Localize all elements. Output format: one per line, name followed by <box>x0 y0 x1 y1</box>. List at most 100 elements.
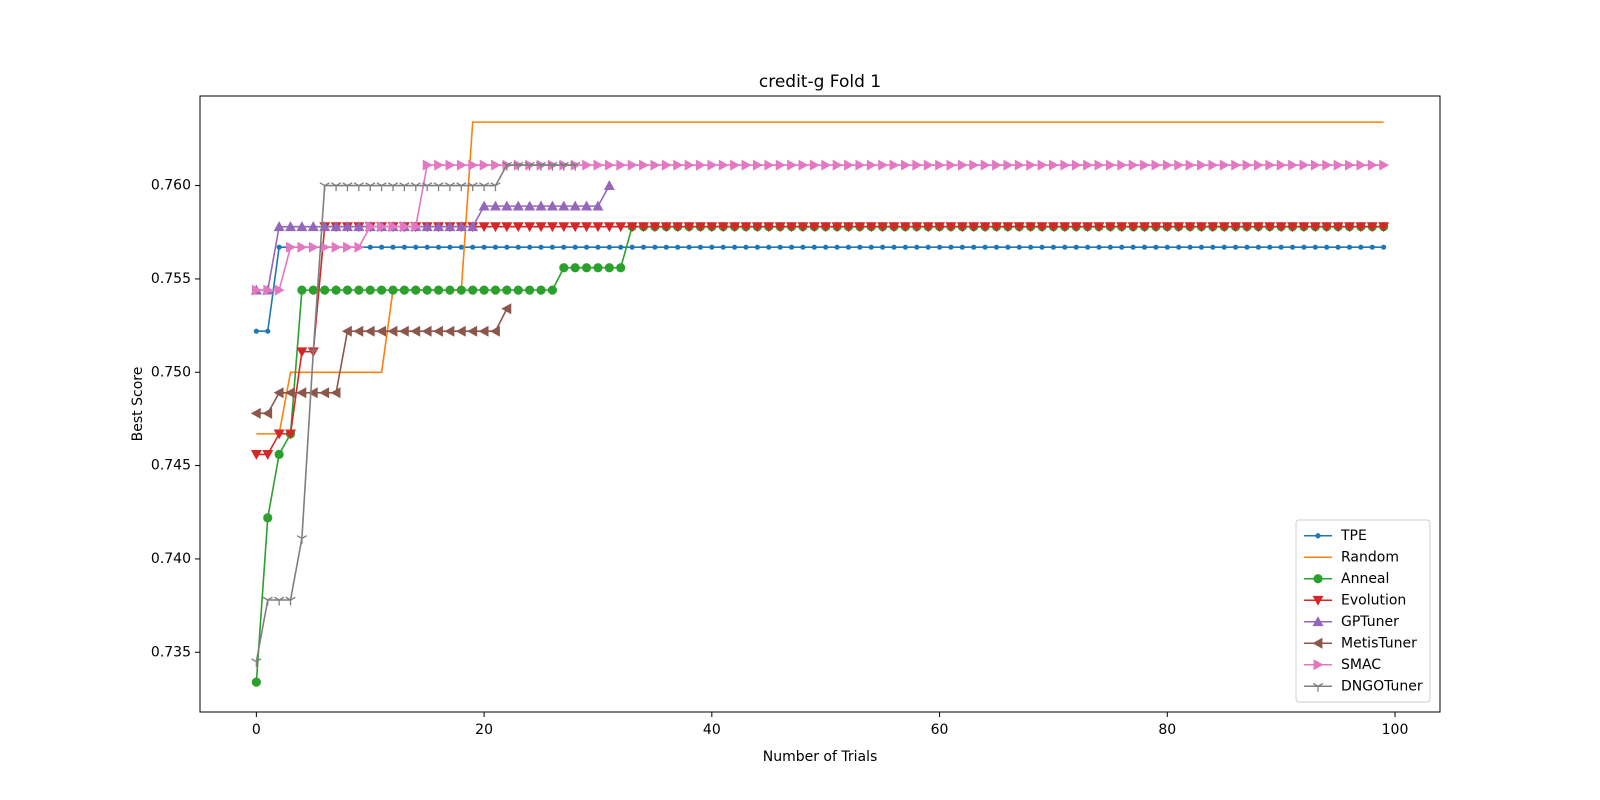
point <box>297 285 307 295</box>
point <box>672 222 684 233</box>
point <box>253 328 259 334</box>
point <box>1071 159 1082 171</box>
point <box>549 244 556 250</box>
point <box>649 222 661 233</box>
point <box>834 244 840 250</box>
point <box>842 222 854 233</box>
x-tick-label: 20 <box>475 722 493 738</box>
point <box>1333 159 1344 171</box>
point <box>706 222 718 233</box>
point <box>1264 222 1276 233</box>
point <box>1062 244 1068 250</box>
point <box>935 159 946 171</box>
point <box>444 182 456 192</box>
point <box>1301 244 1307 250</box>
point <box>694 222 706 233</box>
point <box>421 221 433 232</box>
point <box>535 222 547 233</box>
point <box>342 182 353 192</box>
point <box>616 263 626 273</box>
point <box>535 200 547 211</box>
point <box>421 325 432 337</box>
point <box>285 387 295 399</box>
point <box>979 222 991 233</box>
point <box>1105 159 1116 171</box>
point <box>307 387 318 399</box>
point <box>490 285 501 295</box>
point <box>1358 244 1364 250</box>
point <box>673 159 684 171</box>
point <box>1184 222 1196 233</box>
point <box>957 159 968 171</box>
point <box>971 244 977 250</box>
point <box>354 241 365 253</box>
point <box>274 449 284 459</box>
point <box>1185 159 1196 171</box>
point <box>353 325 364 337</box>
point <box>1369 244 1375 250</box>
point <box>1278 244 1284 250</box>
point <box>777 244 783 250</box>
point <box>923 159 934 171</box>
point <box>786 222 798 233</box>
point <box>914 244 920 250</box>
point <box>478 200 490 211</box>
point <box>398 325 409 337</box>
point <box>934 222 946 233</box>
point <box>787 159 798 171</box>
x-tick-label: 100 <box>1382 722 1409 738</box>
point <box>683 222 695 233</box>
point <box>569 200 581 211</box>
point <box>1378 222 1390 233</box>
point <box>604 263 614 273</box>
point <box>478 325 489 337</box>
point <box>1016 244 1022 250</box>
point <box>364 325 375 337</box>
point <box>1082 222 1094 233</box>
point <box>1310 159 1321 171</box>
point <box>1367 159 1378 171</box>
point <box>660 222 672 233</box>
point <box>433 182 444 192</box>
point <box>1127 222 1139 233</box>
point <box>878 159 889 171</box>
point <box>377 221 388 233</box>
point <box>741 159 752 171</box>
point <box>1096 244 1102 250</box>
point <box>684 159 695 171</box>
point <box>265 328 271 334</box>
point <box>707 159 718 171</box>
point <box>982 244 988 250</box>
point <box>570 263 580 273</box>
legend-label: SMAC <box>1341 657 1381 673</box>
point <box>1141 244 1148 250</box>
point <box>1299 159 1310 171</box>
point <box>262 450 274 460</box>
point <box>946 159 957 171</box>
point <box>411 221 422 233</box>
point <box>308 348 319 358</box>
series-line <box>256 164 1384 291</box>
point <box>273 387 284 399</box>
point <box>388 221 399 233</box>
point <box>489 200 501 211</box>
point <box>570 161 581 171</box>
point <box>1255 244 1261 250</box>
point <box>1309 222 1321 233</box>
legend-label: DNGOTuner <box>1341 678 1423 694</box>
point <box>467 182 478 192</box>
point <box>912 159 923 171</box>
point <box>251 677 261 687</box>
point <box>992 159 1002 171</box>
point <box>524 161 535 171</box>
point <box>478 222 490 233</box>
series <box>250 180 615 295</box>
point <box>764 159 775 171</box>
point <box>435 244 442 250</box>
legend-label: Evolution <box>1341 592 1406 608</box>
point <box>1252 222 1264 233</box>
point <box>501 303 512 315</box>
point <box>800 244 806 250</box>
point <box>387 182 399 192</box>
